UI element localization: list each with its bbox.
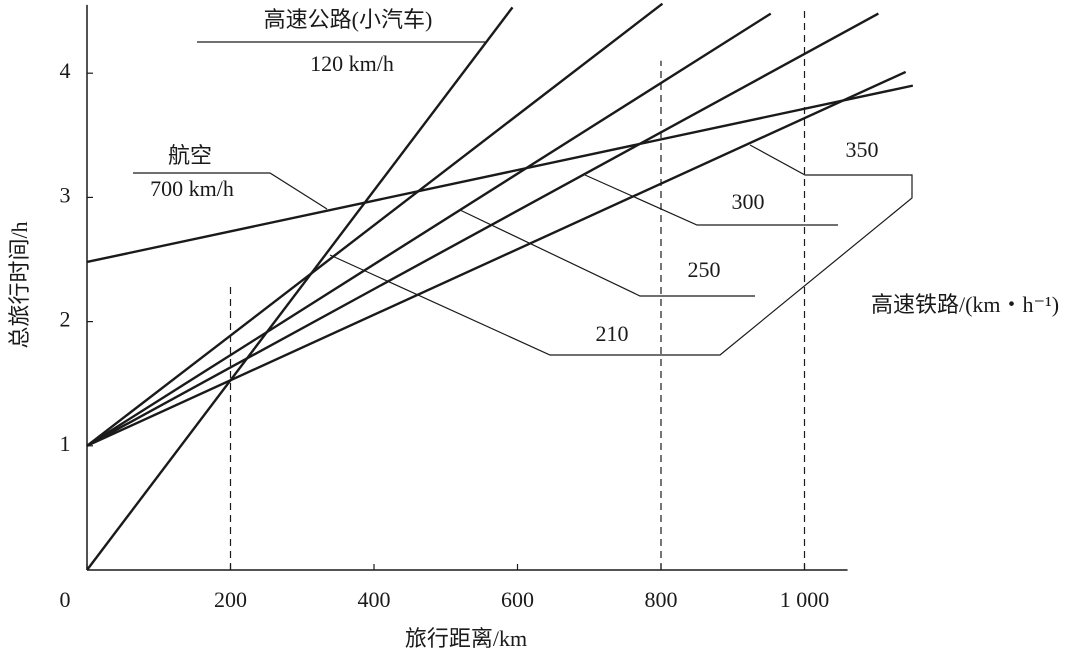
- rail-group-label: 高速铁路/(km・h⁻¹): [871, 292, 1059, 317]
- speed-label: 700 km/h: [150, 176, 234, 201]
- leader-line: [584, 174, 838, 226]
- leader-line: [459, 209, 755, 297]
- x-tick-label: 800: [645, 587, 678, 612]
- series-line: [86, 70, 907, 447]
- speed-label: 120 km/h: [310, 51, 394, 76]
- y-tick-label: 1: [60, 431, 71, 456]
- x-tick-label: 1 000: [780, 587, 830, 612]
- series-label: 航空: [168, 143, 212, 168]
- x-tick-label: 400: [358, 587, 391, 612]
- series-line: [86, 12, 772, 447]
- leader-line: [329, 144, 913, 356]
- x-tick-label: 200: [214, 587, 247, 612]
- series-line: [86, 12, 879, 447]
- y-tick-label: 2: [60, 307, 71, 332]
- series-label: 250: [688, 257, 721, 282]
- series-label: 350: [846, 137, 879, 162]
- series-line: [86, 84, 914, 264]
- x-tick-label: 0: [60, 587, 71, 612]
- series-line: [86, 6, 514, 571]
- series-label: 210: [596, 321, 629, 346]
- y-tick-label: 4: [60, 58, 71, 83]
- y-axis-title: 总旅行时间/h: [7, 221, 32, 348]
- series-label: 高速公路(小汽车): [264, 7, 433, 32]
- series-label: 300: [732, 189, 765, 214]
- x-tick-label: 600: [501, 587, 534, 612]
- y-tick-label: 3: [60, 182, 71, 207]
- leader-line: [133, 172, 328, 210]
- series-line: [86, 2, 664, 447]
- x-axis-title: 旅行距离/km: [405, 626, 527, 651]
